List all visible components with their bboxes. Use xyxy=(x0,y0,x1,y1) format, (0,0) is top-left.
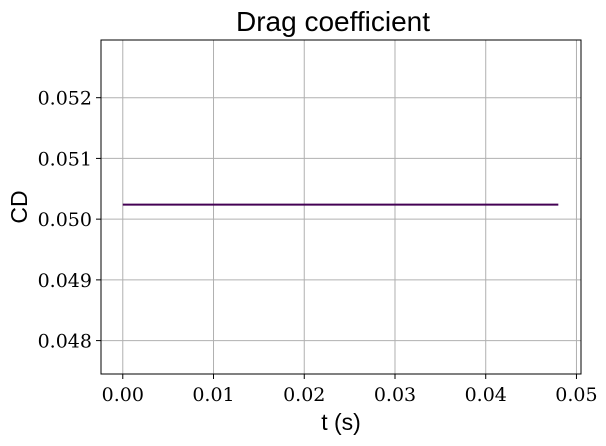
y-axis-ticks: 0.048 0.049 0.050 0.051 0.052 xyxy=(38,88,101,353)
chart-title: Drag coefficient xyxy=(236,6,430,37)
y-tick-label: 0.049 xyxy=(38,270,92,292)
x-axis-ticks: 0.00 0.01 0.02 0.03 0.04 0.05 xyxy=(102,374,598,406)
x-tick-label: 0.04 xyxy=(465,384,507,406)
x-tick-label: 0.02 xyxy=(283,384,325,406)
x-tick-label: 0.00 xyxy=(102,384,144,406)
y-tick-label: 0.048 xyxy=(38,331,92,353)
y-tick-label: 0.050 xyxy=(38,209,92,231)
y-tick-label: 0.052 xyxy=(38,88,92,110)
x-tick-label: 0.05 xyxy=(555,384,597,406)
axes-frame xyxy=(100,39,582,375)
x-tick-label: 0.03 xyxy=(374,384,416,406)
x-tick-label: 0.01 xyxy=(192,384,234,406)
x-axis-label: t (s) xyxy=(321,409,361,435)
y-axis-label: CD xyxy=(6,190,32,223)
grid-lines xyxy=(101,40,581,374)
y-tick-label: 0.051 xyxy=(38,148,92,170)
